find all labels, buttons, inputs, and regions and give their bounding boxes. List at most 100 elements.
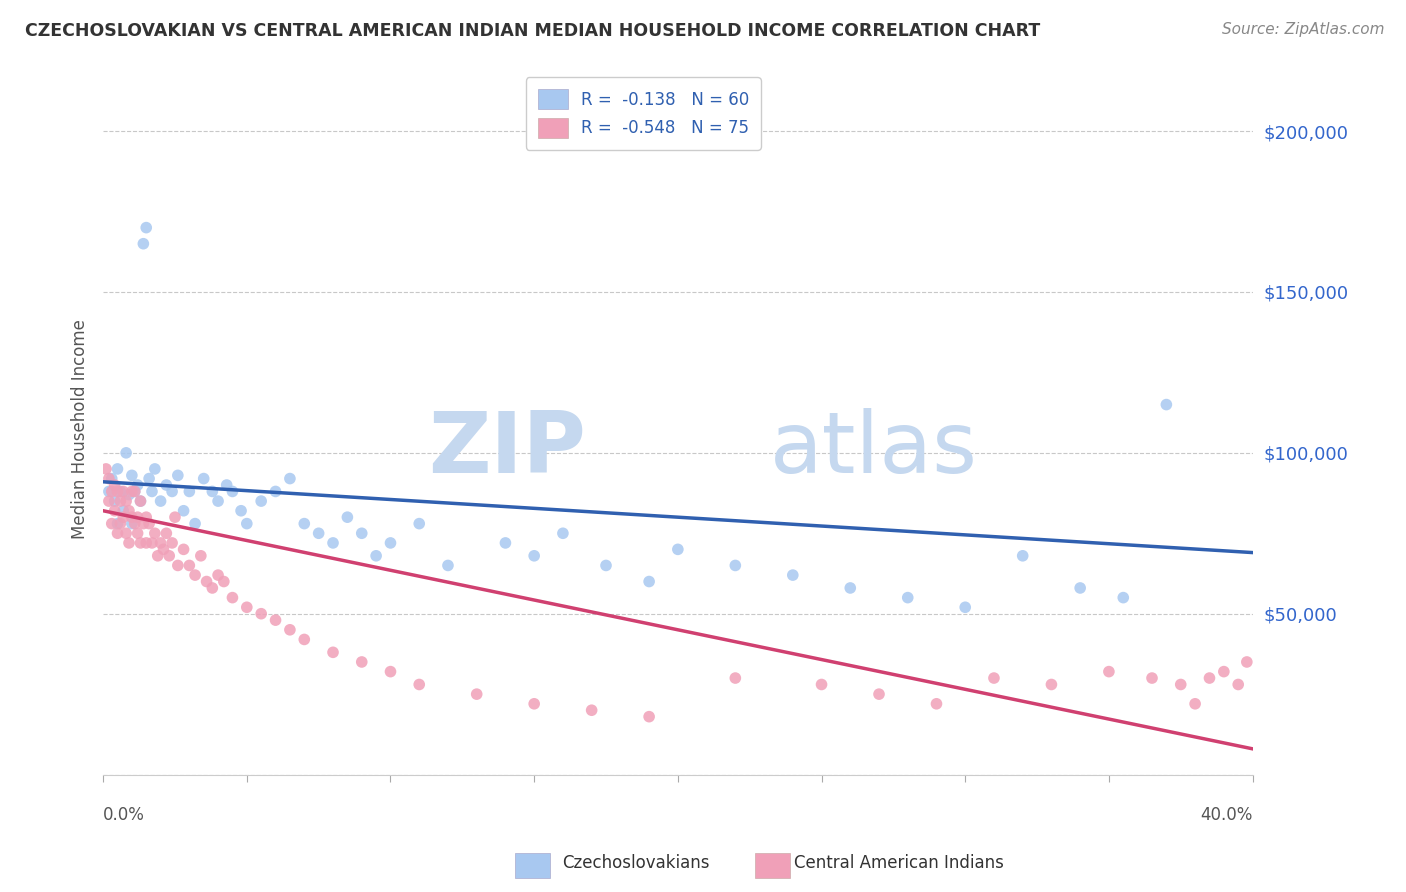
Point [551,526,574,541]
Point [124,516,146,531]
Point [118,536,141,550]
Point [724,671,747,685]
Point [437,558,460,573]
Point [278,623,301,637]
Point [107,462,129,476]
Point [166,558,188,573]
Point [138,472,160,486]
Point [380,536,402,550]
Point [115,494,138,508]
Point [983,671,1005,685]
Point [221,484,243,499]
Point [868,687,890,701]
Point [193,472,215,486]
Point [810,677,832,691]
Point [322,536,344,550]
Point [143,526,166,541]
Point [124,484,146,499]
Point [104,478,127,492]
Point [118,504,141,518]
Point [129,494,152,508]
Point [666,542,689,557]
Point [121,516,143,531]
Point [184,568,207,582]
Point [121,510,143,524]
Point [127,510,149,524]
Point [121,468,143,483]
Point [146,549,169,563]
Point [638,709,661,723]
Point [107,526,129,541]
Point [179,484,201,499]
Point [100,472,122,486]
Point [157,549,180,563]
Point [1098,665,1121,679]
Point [408,516,430,531]
Point [595,558,617,573]
Point [212,574,235,589]
Point [152,542,174,557]
Point [236,516,259,531]
Point [1140,671,1163,685]
Point [350,526,373,541]
Point [97,472,120,486]
Point [155,478,177,492]
Point [336,510,359,524]
Point [408,677,430,691]
Point [115,526,138,541]
Point [141,484,163,499]
Point [1212,665,1234,679]
Point [110,516,132,531]
Point [110,484,132,499]
Point [523,549,546,563]
Point [782,568,804,582]
Point [97,494,120,508]
Point [97,484,120,499]
Point [104,494,127,508]
Point [322,645,344,659]
Point [215,478,238,492]
Point [292,516,315,531]
Text: ZIP: ZIP [429,408,586,491]
Point [141,536,163,550]
Point [350,655,373,669]
Text: Central American Indians: Central American Indians [794,855,1004,872]
Point [264,613,287,627]
Point [127,478,149,492]
Point [1040,677,1063,691]
Legend: R =  -0.138   N = 60, R =  -0.548   N = 75: R = -0.138 N = 60, R = -0.548 N = 75 [526,78,761,150]
Point [581,703,603,717]
Point [155,526,177,541]
Point [173,542,195,557]
Point [1227,677,1250,691]
Point [107,484,129,499]
Point [135,510,157,524]
Point [724,558,747,573]
Text: 0.0%: 0.0% [103,805,145,823]
Point [127,526,149,541]
Y-axis label: Median Household Income: Median Household Income [72,318,89,539]
Point [250,607,273,621]
Point [173,504,195,518]
Point [195,574,218,589]
Point [135,536,157,550]
Point [163,510,186,524]
Point [104,504,127,518]
Point [94,462,117,476]
Point [308,526,330,541]
Point [523,697,546,711]
Point [292,632,315,647]
Point [132,236,155,251]
Point [124,484,146,499]
Point [112,504,135,518]
Point [264,484,287,499]
Point [107,516,129,531]
Point [100,516,122,531]
Point [121,484,143,499]
Point [380,665,402,679]
Point [839,581,862,595]
Point [221,591,243,605]
Point [1170,677,1192,691]
Point [1236,655,1258,669]
Point [494,536,516,550]
